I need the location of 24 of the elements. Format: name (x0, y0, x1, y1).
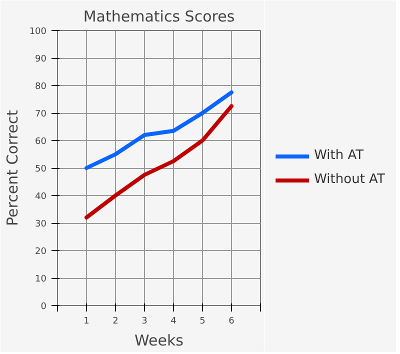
y-tick-label: 100 (29, 27, 47, 37)
x-tick-label: 2 (112, 316, 118, 326)
line-series (84, 90, 234, 170)
y-tick-label: 80 (35, 82, 47, 92)
x-tick-label: 3 (142, 316, 148, 326)
y-tick-label: 50 (35, 164, 47, 174)
y-tick-label: 30 (35, 220, 47, 230)
y-tick-label: 20 (35, 247, 47, 257)
x-tick-label: 5 (200, 316, 206, 326)
y-tick-label: 0 (40, 302, 47, 312)
legend-label: With AT (314, 148, 364, 163)
y-axis-title: Percent Correct (3, 110, 22, 226)
y-tick-label: 70 (35, 110, 47, 120)
x-tick-label: 6 (228, 316, 235, 326)
y-tick-label: 60 (35, 137, 47, 147)
line-series (84, 104, 234, 220)
chart-title: Mathematics Scores (83, 8, 235, 26)
x-tick-label: 1 (84, 316, 90, 326)
legend-label: Without AT (314, 172, 385, 187)
y-tick-label: 90 (35, 54, 47, 64)
y-tick-label: 40 (35, 192, 47, 202)
x-axis-title: Weeks (134, 332, 184, 350)
y-tick-label: 10 (35, 274, 47, 284)
x-tick-label: 4 (170, 316, 177, 326)
